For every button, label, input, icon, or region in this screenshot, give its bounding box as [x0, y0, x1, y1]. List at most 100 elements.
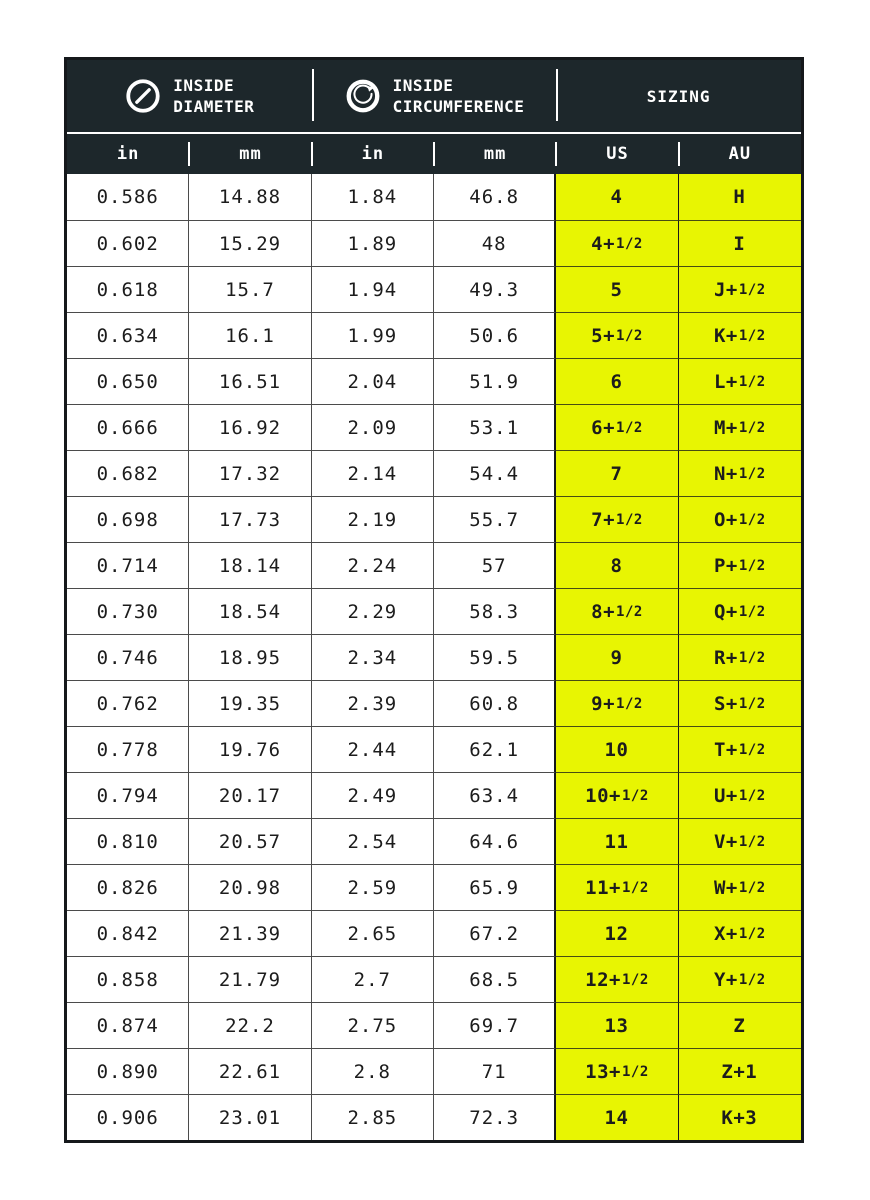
cell-circumference-mm: 49.3	[434, 266, 557, 312]
size-value: W+	[713, 876, 738, 899]
cell-circumference-in: 2.29	[311, 588, 434, 634]
cell-circumference-in: 2.65	[311, 910, 434, 956]
size-value: Z	[733, 1014, 746, 1037]
cell-diameter-in: 0.746	[67, 634, 190, 680]
size-fraction: 1/2	[738, 281, 766, 298]
cell-au-size: P+ 1/2	[678, 542, 801, 588]
cell-au-size: J+ 1/2	[678, 266, 801, 312]
cell-circumference-in: 2.75	[311, 1002, 434, 1048]
table-row: 0.906 23.01 2.85 72.3 14 K+3	[67, 1094, 801, 1140]
cell-circumference-in: 2.19	[311, 496, 434, 542]
cell-circumference-in: 2.49	[311, 772, 434, 818]
cell-us-size: 9	[556, 634, 679, 680]
cell-circumference-mm: 68.5	[434, 956, 557, 1002]
cell-au-size: X+ 1/2	[678, 910, 801, 956]
table-row: 0.810 20.57 2.54 64.6 11 V+ 1/2	[67, 818, 801, 864]
table-row: 0.698 17.73 2.19 55.7 7+ 1/2 O+ 1/2	[67, 496, 801, 542]
cell-diameter-in: 0.778	[67, 726, 190, 772]
cell-diameter-in: 0.650	[67, 358, 190, 404]
table-row: 0.730 18.54 2.29 58.3 8+ 1/2 Q+ 1/2	[67, 588, 801, 634]
size-value: 5+	[591, 324, 616, 347]
cell-au-size: S+ 1/2	[678, 680, 801, 726]
cell-circumference-mm: 69.7	[434, 1002, 557, 1048]
cell-us-size: 4	[556, 174, 679, 220]
cell-au-size: Q+ 1/2	[678, 588, 801, 634]
cell-circumference-mm: 48	[434, 220, 557, 266]
table-row: 0.778 19.76 2.44 62.1 10 T+ 1/2	[67, 726, 801, 772]
cell-circumference-mm: 54.4	[434, 450, 557, 496]
table-row: 0.714 18.14 2.24 57 8 P+ 1/2	[67, 542, 801, 588]
cell-circumference-mm: 53.1	[434, 404, 557, 450]
size-value: M+	[713, 416, 738, 439]
cell-circumference-in: 2.39	[311, 680, 434, 726]
cell-us-size: 8+ 1/2	[556, 588, 679, 634]
cell-us-size: 10	[556, 726, 679, 772]
cell-diameter-mm: 23.01	[189, 1094, 312, 1140]
size-value: 10+	[585, 784, 621, 807]
table-row: 0.842 21.39 2.65 67.2 12 X+ 1/2	[67, 910, 801, 956]
size-value: 6+	[591, 416, 616, 439]
cell-diameter-mm: 20.98	[189, 864, 312, 910]
cell-diameter-mm: 16.51	[189, 358, 312, 404]
cell-au-size: U+ 1/2	[678, 772, 801, 818]
cell-us-size: 11+ 1/2	[556, 864, 679, 910]
size-value: 12+	[585, 968, 621, 991]
cell-circumference-mm: 65.9	[434, 864, 557, 910]
size-fraction: 1/2	[616, 695, 643, 712]
size-fraction: 1/2	[616, 511, 643, 528]
cell-diameter-in: 0.842	[67, 910, 190, 956]
size-value: Z+1	[721, 1060, 758, 1083]
table-row: 0.826 20.98 2.59 65.9 11+ 1/2 W+ 1/2	[67, 864, 801, 910]
cell-circumference-in: 2.85	[311, 1094, 434, 1140]
cell-diameter-mm: 19.35	[189, 680, 312, 726]
cell-diameter-mm: 19.76	[189, 726, 312, 772]
cell-diameter-in: 0.666	[67, 404, 190, 450]
cell-au-size: T+ 1/2	[678, 726, 801, 772]
cell-au-size: Z	[678, 1002, 801, 1048]
cell-us-size: 9+ 1/2	[556, 680, 679, 726]
cell-us-size: 11	[556, 818, 679, 864]
cell-diameter-in: 0.874	[67, 1002, 190, 1048]
table-header: INSIDE DIAMETER INSIDE CIRCUMFERENCE	[67, 60, 801, 174]
cell-diameter-in: 0.890	[67, 1048, 190, 1094]
cell-au-size: M+ 1/2	[678, 404, 801, 450]
cell-au-size: N+ 1/2	[678, 450, 801, 496]
cell-circumference-mm: 62.1	[434, 726, 557, 772]
cell-circumference-mm: 60.8	[434, 680, 557, 726]
size-fraction: 1/2	[738, 741, 766, 758]
size-fraction: 1/2	[616, 235, 643, 252]
cell-us-size: 4+ 1/2	[556, 220, 679, 266]
size-fraction: 1/2	[738, 695, 766, 712]
size-fraction: 1/2	[616, 603, 643, 620]
table-row: 0.650 16.51 2.04 51.9 6 L+ 1/2	[67, 358, 801, 404]
cell-circumference-in: 2.8	[311, 1048, 434, 1094]
cell-diameter-in: 0.826	[67, 864, 190, 910]
size-value: L+	[713, 370, 738, 393]
cell-circumference-mm: 51.9	[434, 358, 557, 404]
cell-us-size: 10+ 1/2	[556, 772, 679, 818]
cell-au-size: I	[678, 220, 801, 266]
cell-circumference-in: 1.89	[311, 220, 434, 266]
cell-diameter-mm: 15.29	[189, 220, 312, 266]
cell-diameter-in: 0.634	[67, 312, 190, 358]
size-value: T+	[713, 738, 738, 761]
cell-diameter-in: 0.682	[67, 450, 190, 496]
size-value: K+3	[721, 1106, 758, 1129]
cell-circumference-in: 2.24	[311, 542, 434, 588]
cell-circumference-in: 2.04	[311, 358, 434, 404]
cell-circumference-in: 2.44	[311, 726, 434, 772]
cell-diameter-mm: 17.32	[189, 450, 312, 496]
cell-us-size: 6	[556, 358, 679, 404]
table-row: 0.746 18.95 2.34 59.5 9 R+ 1/2	[67, 634, 801, 680]
size-value: 8+	[591, 600, 616, 623]
size-value: Y+	[713, 968, 738, 991]
cell-diameter-mm: 18.54	[189, 588, 312, 634]
cell-us-size: 7	[556, 450, 679, 496]
size-value: N+	[713, 462, 738, 485]
size-fraction: 1/2	[738, 465, 766, 482]
cell-diameter-mm: 16.1	[189, 312, 312, 358]
cell-au-size: Y+ 1/2	[678, 956, 801, 1002]
cell-us-size: 5	[556, 266, 679, 312]
cell-au-size: H	[678, 174, 801, 220]
cell-circumference-mm: 59.5	[434, 634, 557, 680]
